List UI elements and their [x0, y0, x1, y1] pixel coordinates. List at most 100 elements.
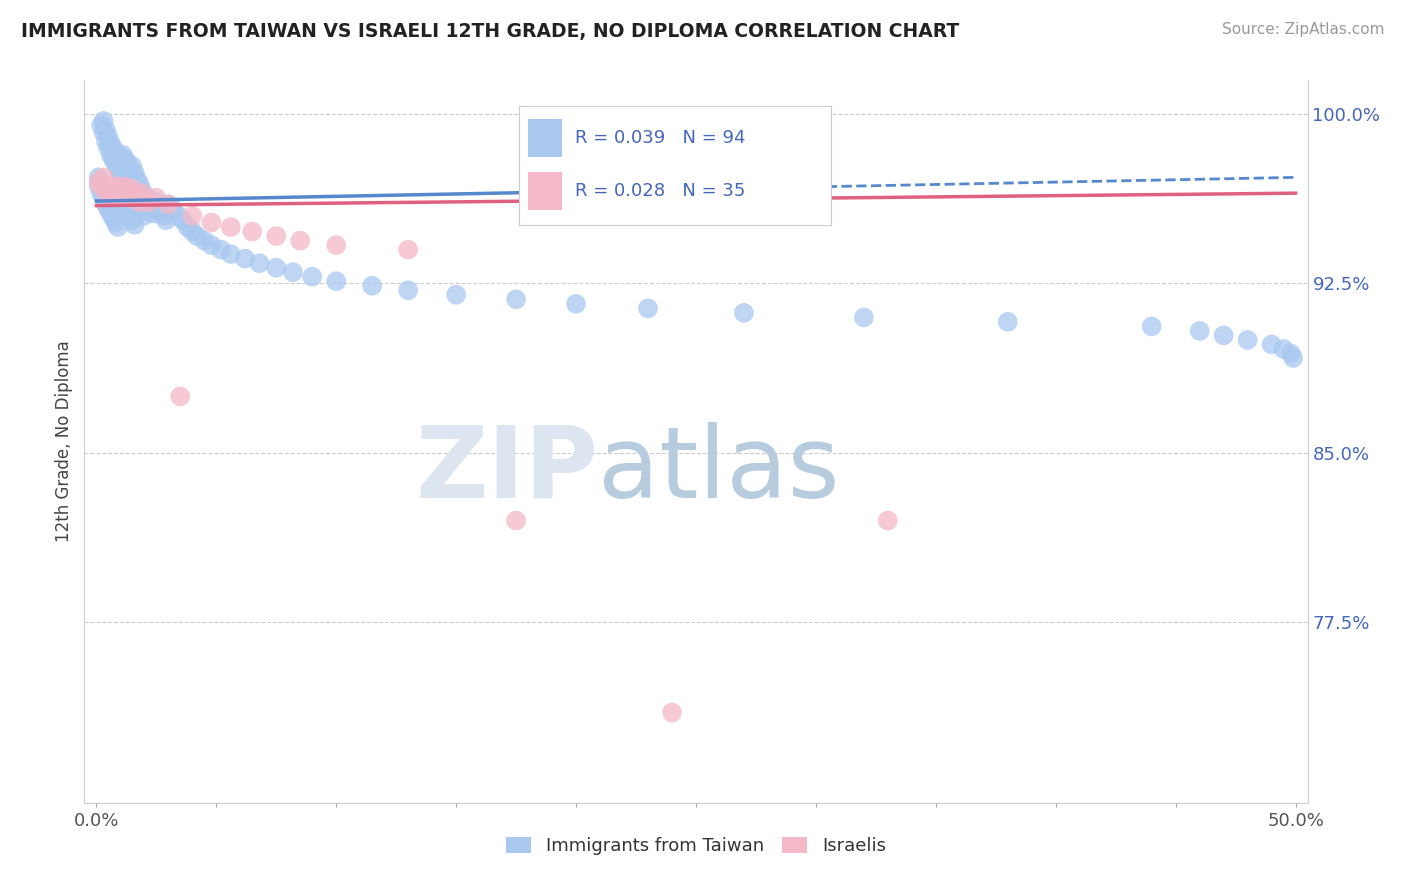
- Point: [93, 125, 115, 139]
- Point: [209, 243, 232, 257]
- Point: [142, 206, 165, 220]
- Point: [118, 209, 141, 223]
- Point: [124, 166, 146, 180]
- Point: [100, 206, 122, 220]
- Point: [107, 161, 129, 176]
- Point: [169, 389, 191, 403]
- Point: [138, 197, 160, 211]
- Point: [281, 265, 304, 279]
- Point: [1236, 333, 1258, 347]
- Point: [90, 186, 112, 201]
- Point: [128, 177, 150, 191]
- Point: [110, 186, 132, 201]
- Text: atlas: atlas: [598, 422, 839, 519]
- Point: [637, 301, 659, 316]
- Point: [325, 274, 347, 288]
- Point: [162, 202, 184, 216]
- Point: [104, 145, 127, 160]
- Point: [1140, 319, 1163, 334]
- Point: [111, 193, 134, 207]
- Point: [181, 225, 204, 239]
- Point: [107, 179, 129, 194]
- Point: [997, 315, 1019, 329]
- Point: [135, 191, 157, 205]
- Point: [114, 163, 136, 178]
- Point: [101, 184, 124, 198]
- Point: [1212, 328, 1234, 343]
- Point: [100, 148, 122, 162]
- Point: [93, 191, 115, 205]
- Point: [876, 514, 898, 528]
- Point: [661, 706, 683, 720]
- Point: [94, 184, 117, 198]
- Point: [117, 157, 139, 171]
- Point: [104, 188, 127, 202]
- Point: [118, 191, 141, 205]
- Point: [176, 220, 198, 235]
- Point: [101, 211, 124, 225]
- Point: [121, 159, 143, 173]
- Point: [150, 204, 173, 219]
- Point: [396, 243, 419, 257]
- Point: [1272, 342, 1295, 356]
- Point: [128, 195, 150, 210]
- Point: [97, 141, 120, 155]
- Point: [240, 225, 263, 239]
- Point: [219, 220, 242, 235]
- Point: [93, 170, 115, 185]
- Point: [121, 213, 143, 227]
- Point: [1279, 346, 1302, 360]
- Point: [264, 260, 287, 275]
- Point: [131, 184, 153, 198]
- Point: [100, 136, 122, 151]
- Point: [361, 278, 384, 293]
- Point: [1282, 351, 1305, 365]
- Point: [249, 256, 271, 270]
- Legend: Immigrants from Taiwan, Israelis: Immigrants from Taiwan, Israelis: [499, 830, 893, 863]
- Point: [127, 195, 149, 210]
- Point: [145, 195, 167, 210]
- Point: [167, 209, 190, 223]
- Point: [104, 157, 127, 171]
- Y-axis label: 12th Grade, No Diploma: 12th Grade, No Diploma: [55, 341, 73, 542]
- Point: [124, 218, 146, 232]
- Point: [117, 186, 139, 201]
- Point: [219, 247, 242, 261]
- Point: [87, 175, 110, 189]
- Point: [127, 172, 149, 186]
- Point: [110, 166, 132, 180]
- Point: [87, 170, 110, 185]
- Text: Source: ZipAtlas.com: Source: ZipAtlas.com: [1222, 22, 1385, 37]
- Point: [131, 204, 153, 219]
- Point: [94, 134, 117, 148]
- Point: [93, 114, 115, 128]
- Point: [134, 188, 156, 202]
- Point: [157, 197, 180, 211]
- Point: [152, 209, 174, 223]
- Point: [181, 209, 204, 223]
- Point: [138, 195, 160, 210]
- Point: [134, 191, 156, 205]
- Point: [128, 200, 150, 214]
- Point: [121, 170, 143, 185]
- Point: [193, 234, 215, 248]
- Point: [200, 238, 222, 252]
- Point: [97, 202, 120, 216]
- Text: IMMIGRANTS FROM TAIWAN VS ISRAELI 12TH GRADE, NO DIPLOMA CORRELATION CHART: IMMIGRANTS FROM TAIWAN VS ISRAELI 12TH G…: [21, 22, 959, 41]
- Point: [90, 119, 112, 133]
- Point: [111, 188, 134, 202]
- Point: [118, 163, 141, 178]
- Point: [87, 179, 110, 194]
- Point: [94, 197, 117, 211]
- Point: [852, 310, 875, 325]
- Point: [114, 197, 136, 211]
- Point: [157, 197, 180, 211]
- Point: [264, 229, 287, 244]
- Text: ZIP: ZIP: [415, 422, 598, 519]
- Point: [110, 154, 132, 169]
- Point: [301, 269, 323, 284]
- Point: [1260, 337, 1282, 351]
- Point: [565, 297, 588, 311]
- Point: [172, 213, 194, 227]
- Point: [505, 293, 527, 307]
